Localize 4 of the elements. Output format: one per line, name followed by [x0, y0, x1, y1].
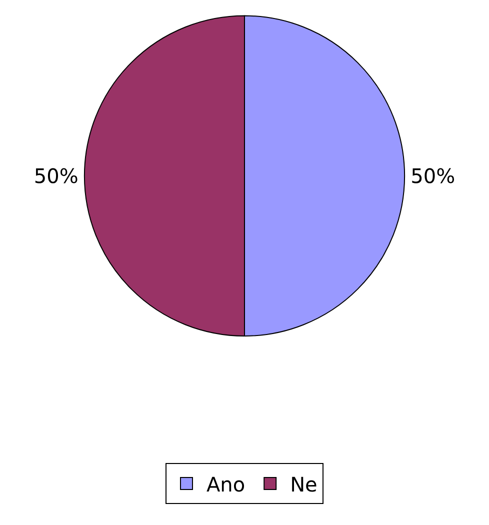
data-label: 50%: [410, 164, 456, 188]
legend-label: Ne: [290, 472, 318, 496]
data-label: 50%: [34, 164, 78, 188]
legend-label: Ano: [206, 472, 246, 496]
